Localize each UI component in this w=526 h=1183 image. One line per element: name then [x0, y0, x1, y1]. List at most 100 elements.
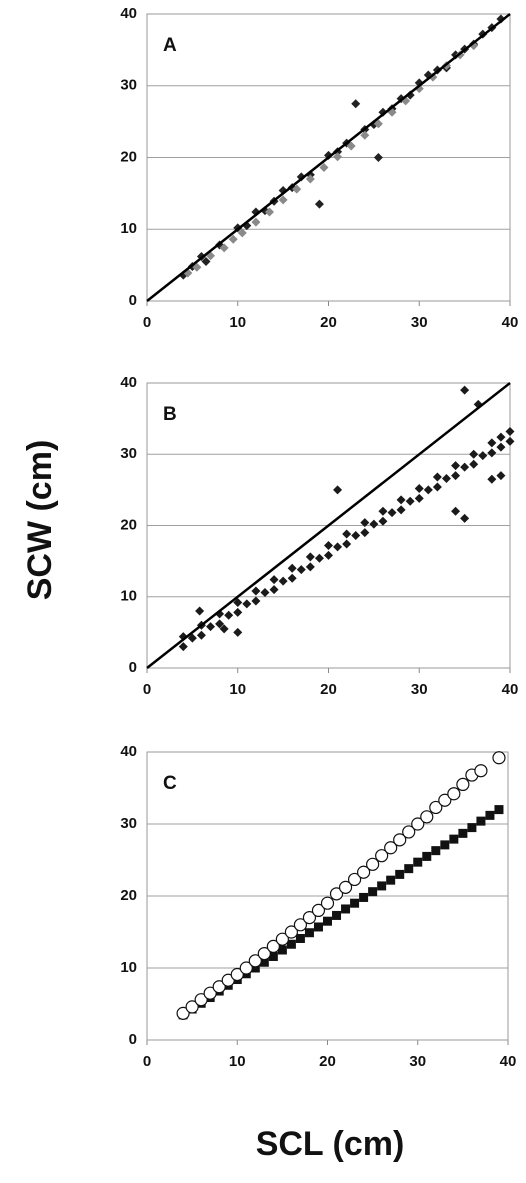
point — [201, 257, 211, 267]
point — [411, 817, 425, 831]
point — [242, 599, 252, 609]
x-tick-label: 0 — [143, 314, 151, 331]
point — [329, 887, 344, 901]
point — [333, 542, 343, 552]
point — [203, 986, 217, 1000]
y-tick-label: 0 — [129, 1031, 137, 1048]
panel-label: A — [163, 35, 177, 56]
point — [195, 606, 205, 616]
point — [396, 505, 406, 515]
point — [304, 928, 314, 938]
point — [305, 552, 315, 562]
point — [478, 451, 488, 461]
point — [251, 217, 261, 227]
y-tick-label: 30 — [120, 815, 137, 832]
point — [338, 880, 353, 894]
point — [269, 585, 279, 595]
point — [266, 939, 280, 954]
point — [360, 130, 370, 140]
point — [248, 954, 262, 968]
point — [250, 963, 260, 973]
plot-frame — [146, 382, 511, 669]
point — [206, 622, 216, 632]
x-axis-label: SCL (cm) — [256, 1125, 405, 1163]
point — [395, 869, 405, 879]
x-tick-label: 10 — [229, 314, 246, 331]
point — [296, 565, 306, 575]
point — [296, 172, 306, 182]
point — [360, 518, 370, 528]
point — [292, 184, 302, 194]
y-tick-label: 0 — [129, 659, 137, 676]
point — [185, 1000, 199, 1014]
point — [333, 152, 343, 162]
point — [377, 881, 387, 891]
point — [451, 471, 461, 481]
panel-label: C — [163, 773, 177, 794]
point — [396, 495, 406, 505]
point — [319, 163, 329, 173]
point — [305, 174, 315, 184]
point — [295, 933, 305, 943]
point — [431, 846, 441, 856]
point — [314, 199, 324, 209]
point — [259, 957, 269, 967]
x-tick-label: 30 — [409, 1053, 426, 1070]
point — [496, 471, 506, 481]
point — [320, 896, 335, 910]
point — [451, 506, 461, 516]
point — [494, 805, 504, 815]
y-tick-label: 40 — [120, 743, 137, 760]
point — [260, 587, 270, 597]
point — [505, 426, 515, 436]
x-tick-label: 20 — [319, 1053, 336, 1070]
point — [449, 834, 459, 844]
point — [451, 50, 461, 60]
point — [441, 473, 451, 483]
point — [293, 918, 308, 932]
point — [346, 141, 356, 151]
x-tick-label: 0 — [143, 681, 151, 698]
y-tick-label: 40 — [120, 374, 137, 391]
point — [178, 642, 188, 652]
plot-frame — [146, 13, 511, 302]
point — [324, 150, 333, 160]
point — [405, 496, 415, 506]
point — [368, 887, 378, 897]
point — [469, 459, 479, 469]
point — [342, 539, 352, 549]
y-tick-label: 40 — [120, 5, 137, 22]
point — [440, 840, 450, 850]
point — [359, 892, 369, 902]
point — [432, 472, 442, 482]
point — [456, 777, 470, 792]
point — [373, 153, 383, 162]
point — [373, 119, 383, 129]
point — [428, 72, 438, 82]
point — [369, 519, 379, 529]
point — [496, 442, 506, 452]
point — [505, 436, 515, 446]
point — [429, 800, 443, 815]
point — [251, 586, 261, 596]
y-axis-label: SCW (cm) — [21, 440, 59, 601]
point — [268, 951, 278, 961]
point — [378, 516, 388, 526]
point — [278, 195, 288, 205]
x-tick-label: 40 — [502, 681, 519, 698]
point — [432, 482, 442, 492]
point — [378, 506, 388, 516]
point — [275, 932, 289, 946]
point — [278, 576, 288, 586]
point — [265, 207, 275, 217]
point — [384, 841, 398, 855]
point — [230, 967, 244, 982]
reference-line — [146, 382, 511, 669]
point — [487, 448, 497, 458]
x-tick-label: 30 — [411, 314, 428, 331]
y-tick-label: 20 — [120, 887, 137, 904]
y-tick-label: 30 — [120, 445, 137, 462]
point — [287, 563, 297, 573]
panel-label: B — [163, 404, 177, 425]
